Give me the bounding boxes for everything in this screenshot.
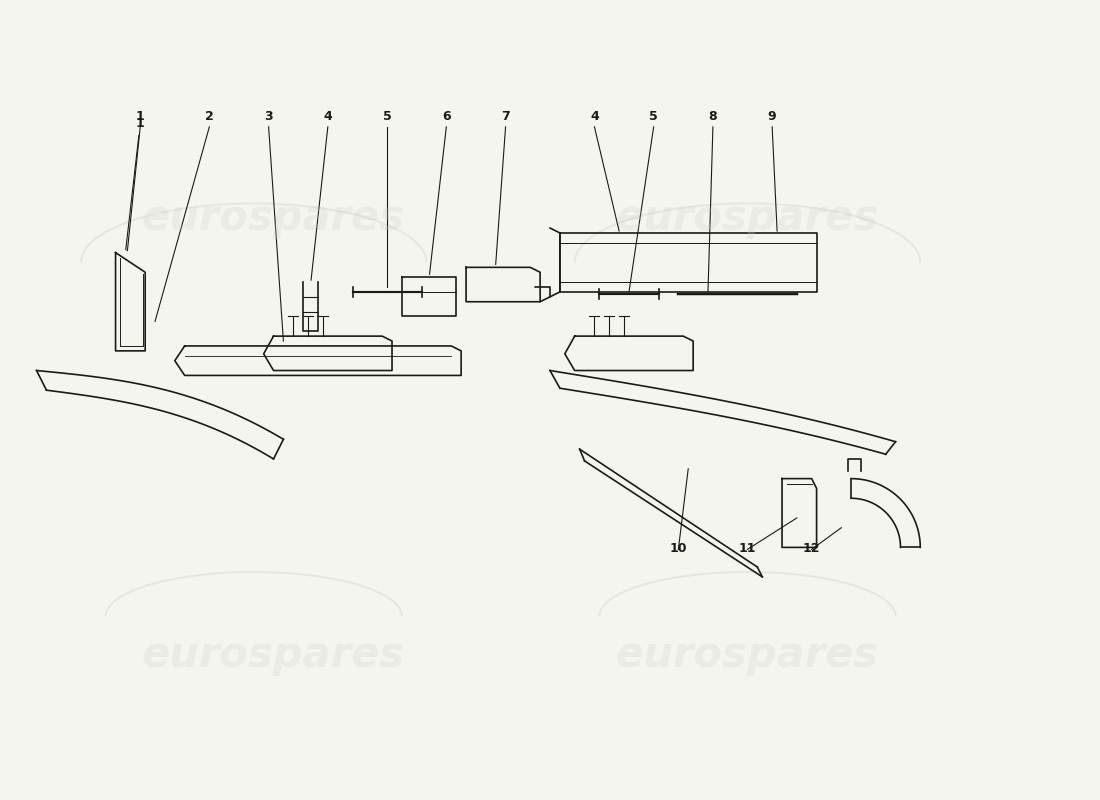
Text: eurospares: eurospares <box>142 198 405 239</box>
Text: 6: 6 <box>442 110 451 123</box>
Text: 11: 11 <box>739 542 756 555</box>
Text: 4: 4 <box>590 110 598 123</box>
Text: 5: 5 <box>383 110 392 123</box>
Text: eurospares: eurospares <box>616 634 879 677</box>
Text: 9: 9 <box>768 110 777 123</box>
Text: 2: 2 <box>205 110 213 123</box>
Text: 3: 3 <box>264 110 273 123</box>
Text: 12: 12 <box>803 542 821 555</box>
Text: 8: 8 <box>708 110 717 123</box>
Text: eurospares: eurospares <box>142 634 405 677</box>
Text: eurospares: eurospares <box>616 198 879 239</box>
Text: 1: 1 <box>125 117 144 250</box>
Text: 1: 1 <box>136 110 144 123</box>
Text: 10: 10 <box>670 542 688 555</box>
Text: 7: 7 <box>502 110 510 123</box>
Text: 4: 4 <box>323 110 332 123</box>
Text: 5: 5 <box>649 110 658 123</box>
